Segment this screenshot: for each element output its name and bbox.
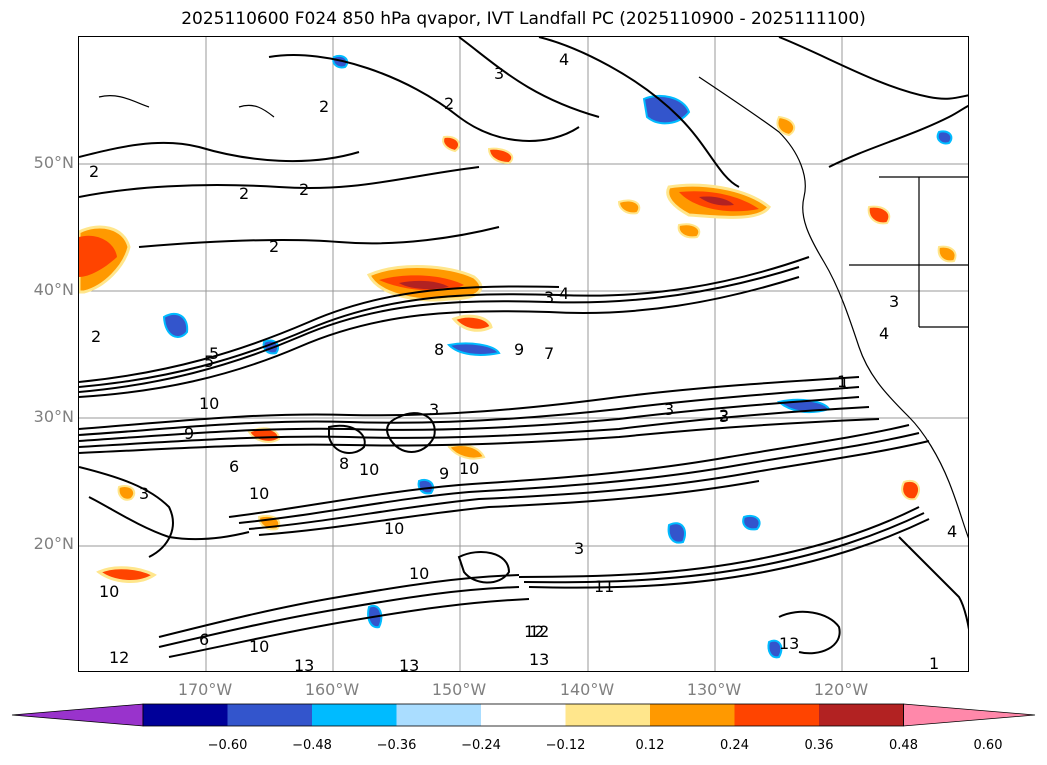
contour-label: 13 [529,650,549,669]
contour-label: 1 [837,372,847,391]
lat-label-40n: 40°N [33,280,74,299]
contour-label: 10 [459,459,479,478]
contour-label: 10 [249,637,269,656]
colorbar-tick-label: −0.60 [207,738,248,753]
contour-label: 3 [719,407,729,426]
lon-label-170w: 170°W [177,680,233,699]
contour-label: 5 [209,344,219,363]
colorbar-segment [565,704,650,726]
contour-label: 13 [294,656,314,672]
contour-label: 4 [879,324,889,343]
contour-label: 8 [339,454,349,473]
contour-label: 3 [494,64,504,83]
contour-label: 4 [947,522,957,541]
contour-label: 3 [139,484,149,503]
colorbar-tick-label: −0.36 [376,738,417,753]
colorbar-segment [819,704,904,726]
colorbar-segment [312,704,397,726]
contour-label: 13 [779,634,799,653]
contour-label: 6 [199,630,209,649]
contour-label: 10 [99,582,119,601]
contour-label: 12 [524,622,544,641]
contour-label: 10 [409,564,429,583]
colorbar-tick-label: 0.60 [973,738,1003,753]
colorbar-tick-label: −0.24 [461,738,501,753]
contour-label: 9 [439,464,449,483]
colorbar-segment [396,704,481,726]
contour-label: 1 [839,374,849,393]
ivt-contours [79,37,968,658]
contour-label: 10 [384,519,404,538]
contour-label: 10 [359,460,379,479]
contour-label: 2 [239,184,249,203]
colorbar-segment [650,704,735,726]
colorbar: −0.60 −0.48 −0.36 −0.24 −0.12 0.12 0.24 0.36 0.4… [0,700,1047,760]
contour-label: 2 [319,97,329,116]
contour-label: 6 [229,457,239,476]
contour-label: 9 [514,340,524,359]
map-title: 2025110600 F024 850 hPa qvapor, IVT Land… [181,9,866,29]
contour-label: 4 [559,50,569,69]
lon-label-150w: 150°W [431,680,487,699]
contour-label: 12 [109,648,129,667]
colorbar-segment [227,704,312,726]
contour-label: 2 [269,237,279,256]
coastline [98,76,968,539]
contour-label: 3 [429,400,439,419]
contour-label: 2 [719,406,729,425]
colorbar-tick-label: 0.12 [635,738,665,753]
colorbar-segment [143,704,228,726]
colorbar-border [142,703,904,727]
colorbar-tick-label: 0.36 [804,738,834,753]
contour-label: 3 [544,288,554,307]
colorbar-tick-label: 0.24 [720,738,749,753]
contour-label: 2 [444,94,454,113]
contour-label: 10 [249,484,269,503]
contour-label: 7 [544,344,554,363]
colorbar-tick-label: 0.48 [889,738,918,753]
contour-label: 11 [594,577,614,596]
contour-label: 3 [889,292,899,311]
colorbar-segments [11,703,1036,727]
contour-label: 4 [559,284,569,303]
lon-label-120w: 120°W [813,680,869,699]
contour-label: 8 [434,340,444,359]
contour-label: 13 [399,656,419,672]
map-panel: 4 3 2 2 2 2 2 2 3 4 2 9 7 8 5 10 9 3 3 3 2 1 4 3 10 6 8 10 10 10 9 3 10 1… [78,36,969,672]
lon-label-130w: 130°W [686,680,742,699]
lat-label-50n: 50°N [33,153,74,172]
contour-label: 3 [664,400,674,419]
contour-label: 12 [529,622,549,641]
contour-label: 2 [89,162,99,181]
contour-label: 2 [91,327,101,346]
contour-label: 10 [199,394,219,413]
lon-label-140w: 140°W [559,680,615,699]
colorbar-segment [481,704,566,726]
colorbar-extend-max [903,703,1036,727]
colorbar-graphic [11,703,1036,727]
colorbar-segment [734,704,819,726]
negative-anomaly-patches [162,55,953,659]
contour-label: 5 [204,352,214,371]
contour-label: 2 [299,180,309,199]
lat-label-20n: 20°N [33,534,74,553]
colorbar-tick-label: −0.12 [545,738,586,753]
colorbar-extend-min [11,703,144,727]
lon-label-160w: 160°W [304,680,360,699]
contour-label: 9 [184,424,194,443]
colorbar-tick-label: −0.48 [292,738,332,753]
contour-label: 1 [929,654,939,672]
contour-label: 3 [574,539,584,558]
lat-label-30n: 30°N [33,407,74,426]
